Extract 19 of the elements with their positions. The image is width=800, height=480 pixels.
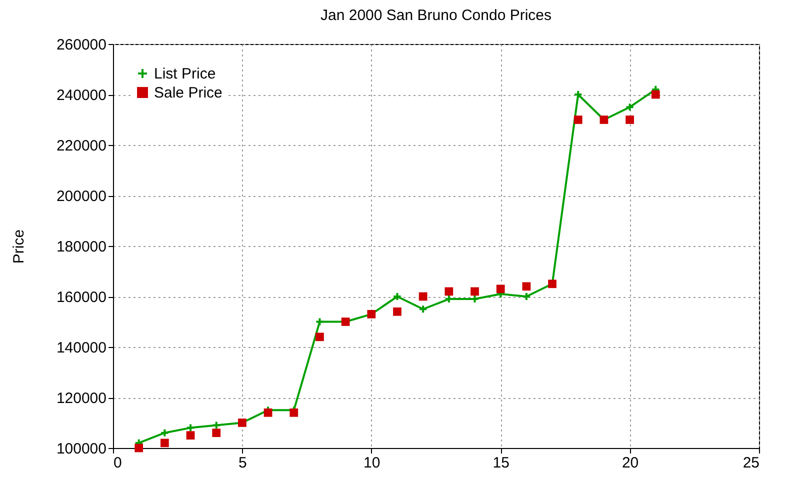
y-axis-title: Price	[10, 229, 28, 264]
x-tick-label: 15	[492, 454, 510, 472]
y-tick-label: 240000	[56, 87, 106, 104]
y-tick-label: 140000	[56, 340, 106, 356]
x-tick-label: 25	[742, 454, 760, 472]
y-tick-label: 200000	[56, 188, 106, 205]
x-tick-label: 20	[622, 454, 639, 472]
x-tick-label: 5	[238, 454, 247, 472]
legend-label: Sale Price	[154, 84, 222, 102]
y-tick-label: 120000	[56, 390, 106, 407]
legend-label: List Price	[154, 66, 216, 82]
y-tick-label: 260000	[56, 36, 106, 54]
y-tick-label: 160000	[56, 289, 106, 306]
y-tick-label: 180000	[56, 238, 106, 256]
x-tick-label: 10	[364, 454, 380, 472]
y-tick-label: 220000	[56, 138, 106, 154]
chart-title: Jan 2000 San Bruno Condo Prices	[320, 7, 552, 24]
y-tick-label: 100000	[56, 440, 106, 458]
x-tick-label: 0	[114, 454, 122, 472]
